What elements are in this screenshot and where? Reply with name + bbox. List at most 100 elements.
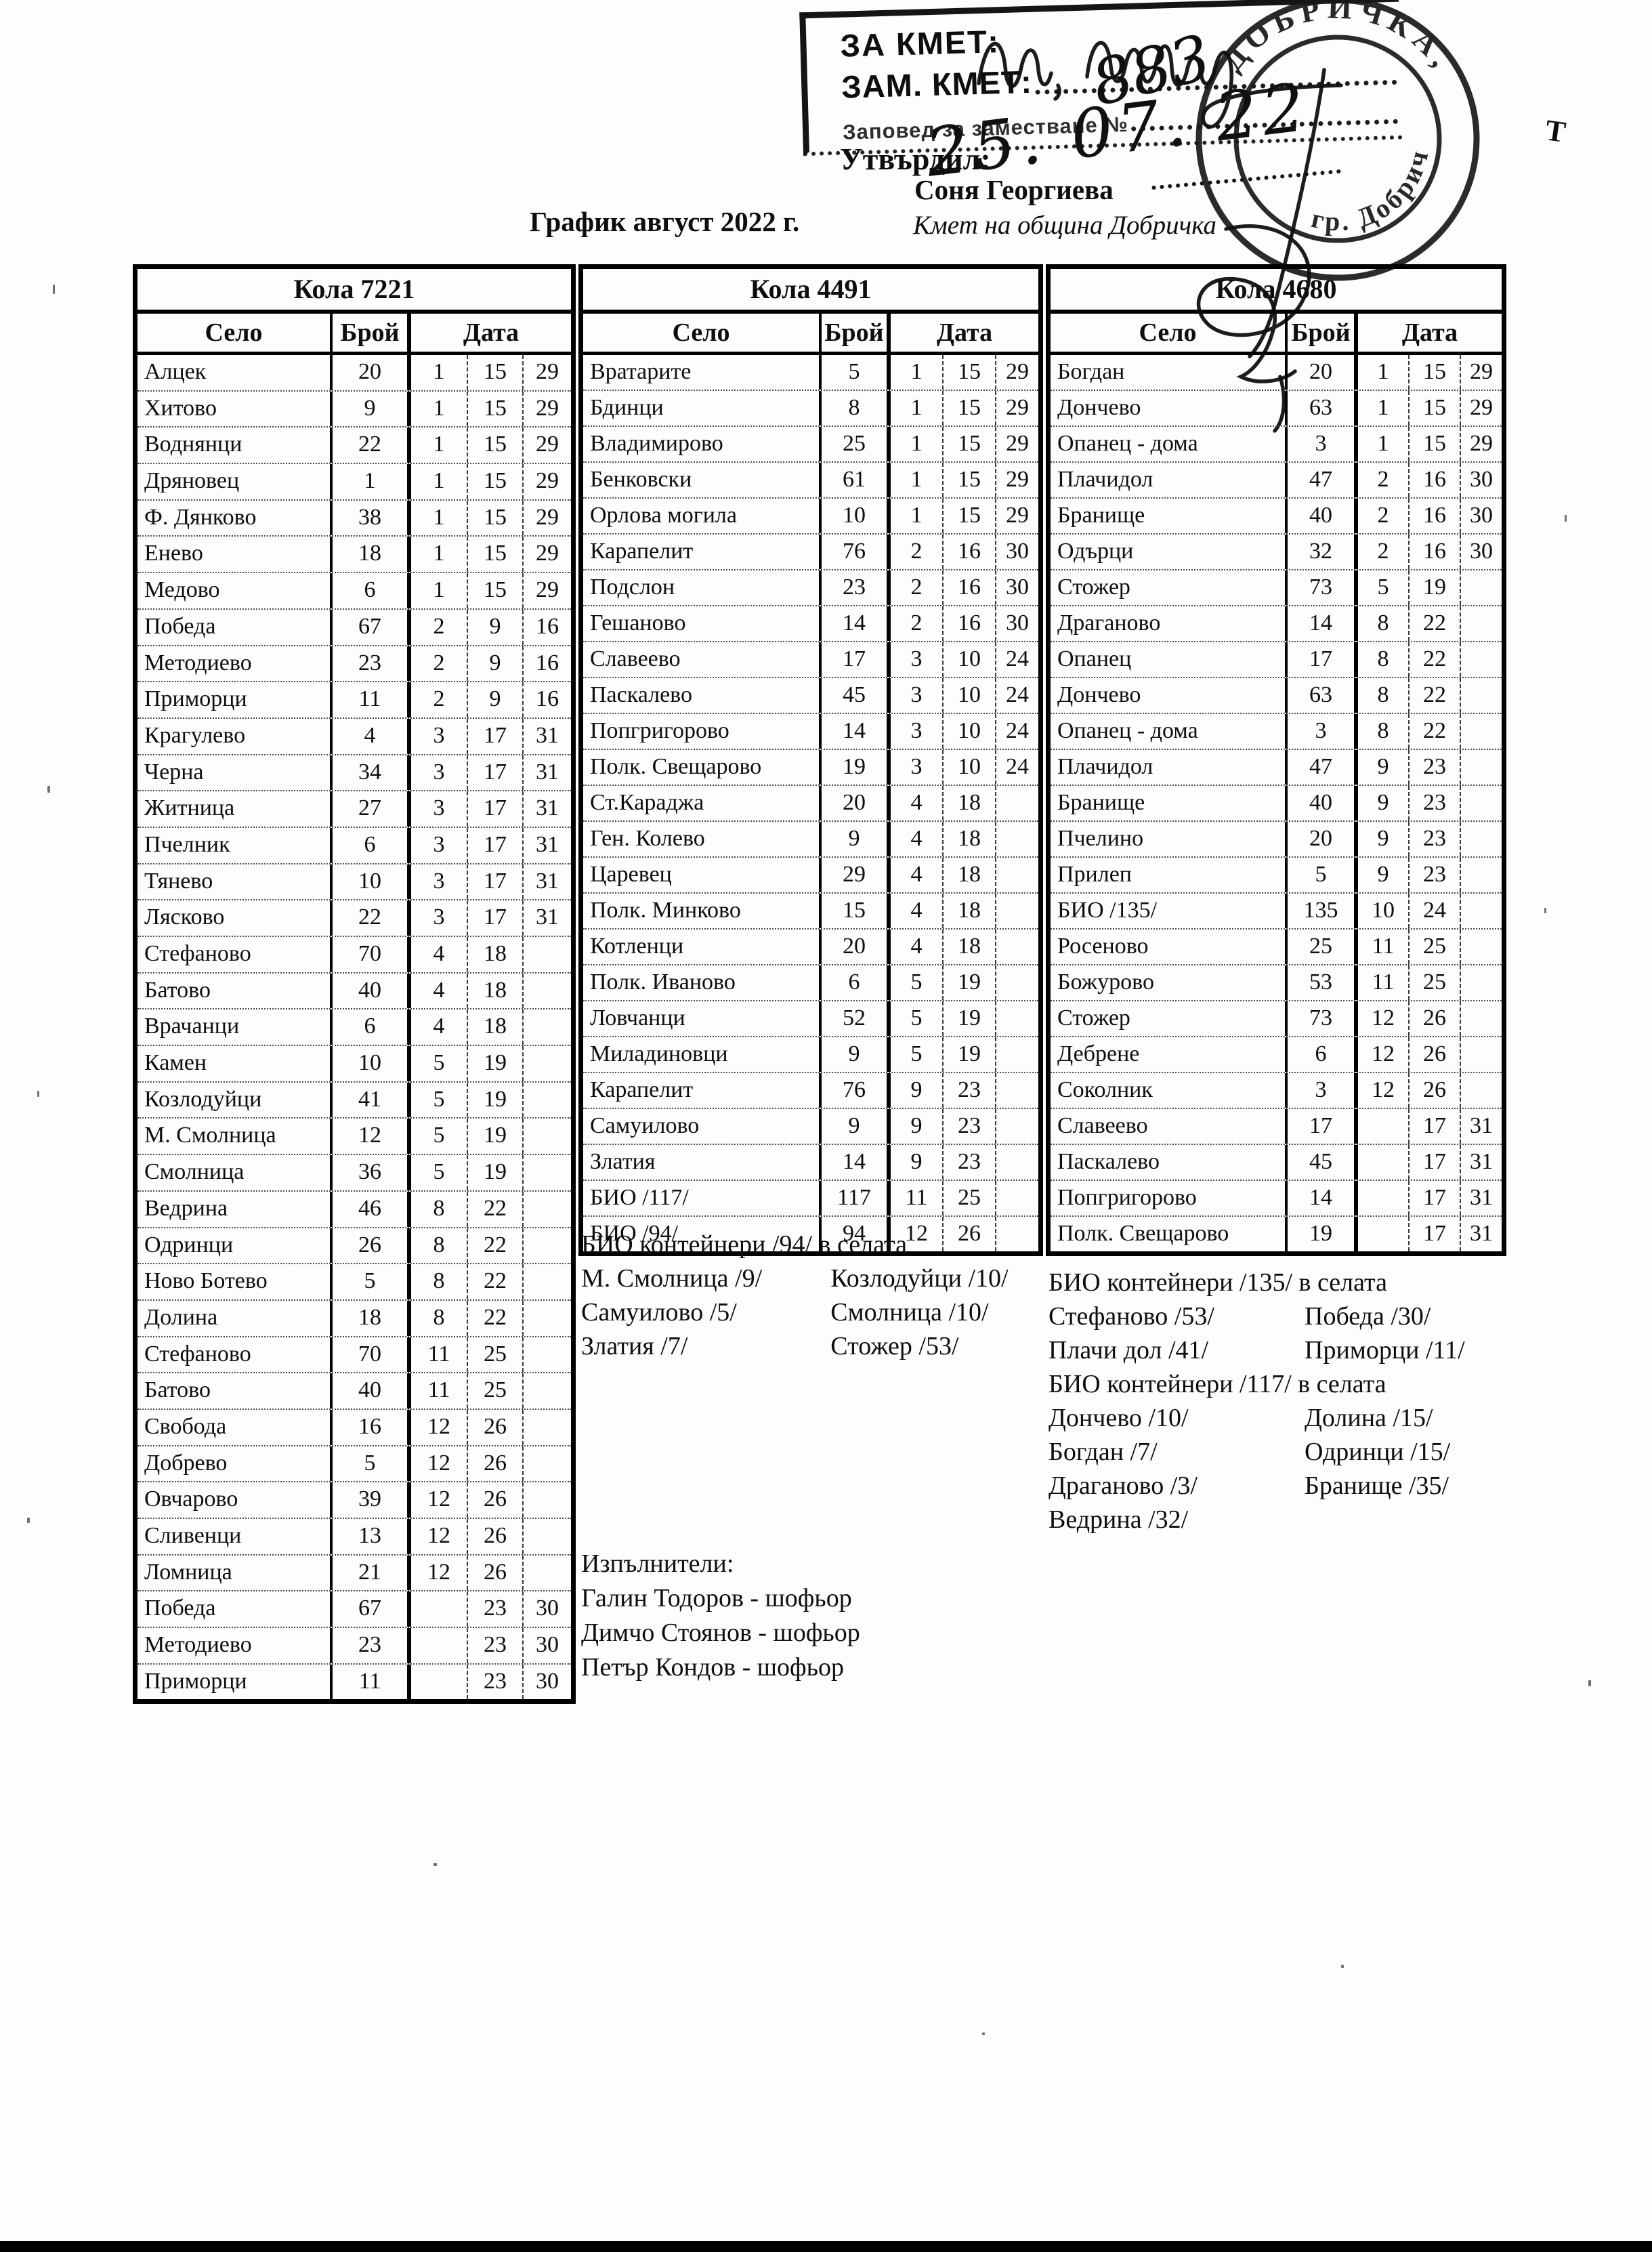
date-cell-1: 2	[910, 539, 923, 564]
count-cell: 40	[1288, 499, 1358, 533]
note-pair-row: Ведрина /32/	[1049, 1503, 1523, 1537]
date-cell-3: 16	[522, 646, 571, 682]
scan-noise	[27, 1518, 30, 1523]
date-cell-3: 31	[1460, 1181, 1502, 1215]
date-cell-1: 3	[910, 646, 923, 671]
seal-arc-text-bottom: гр. Добрич	[1309, 146, 1432, 237]
village-cell: Батово	[137, 973, 333, 1009]
column-header-count: Брой	[333, 314, 411, 352]
count-cell: 20	[333, 355, 411, 390]
note-item	[1305, 1503, 1523, 1537]
count-cell: 5	[333, 1446, 411, 1482]
date-cell-3: 29	[995, 427, 1038, 461]
note-item: Победа /30/	[1305, 1302, 1431, 1331]
count-cell: 25	[822, 427, 891, 461]
village-cell: Драганово	[1051, 606, 1288, 641]
date-cell-3: 29	[1460, 391, 1502, 425]
stamp-line-substitution-order: Заповед за заместване №	[842, 112, 1129, 144]
date-cell-2: 10	[942, 750, 995, 785]
village-cell: Ген. Колево	[583, 822, 822, 856]
table-row: Владимирово 25 1 15 29	[583, 425, 1038, 461]
date-cell-2: 23	[1408, 858, 1460, 892]
village-cell: Врачанци	[137, 1009, 333, 1045]
executor-name-text: Галин Тодоров - шофьор	[581, 1584, 852, 1612]
date-cell-3: 24	[995, 678, 1038, 713]
date-cell-1: 11	[905, 1185, 928, 1210]
note-item: Дончево /10/	[1049, 1404, 1189, 1432]
count-cell: 76	[822, 535, 891, 569]
village-cell: Тянево	[137, 864, 333, 900]
date-cell-3	[1460, 750, 1502, 785]
count-cell: 9	[333, 391, 411, 427]
count-cell: 14	[1288, 1181, 1358, 1215]
date-cell-2: 26	[467, 1409, 522, 1445]
village-cell: Прилеп	[1051, 858, 1288, 892]
approver-name: Соня Георгиева	[914, 174, 1114, 205]
count-cell: 5	[333, 1264, 411, 1299]
village-cell: Попгригорово	[583, 714, 822, 749]
date-cell-1	[1358, 1145, 1408, 1180]
date-cell-3	[995, 858, 1038, 892]
date-cell-3	[995, 1037, 1038, 1072]
schedule-table-car-7221: Кола 7221 Село Брой Дата Алцек 20 1 15 2…	[133, 264, 576, 1705]
table-row: Карапелит 76 9 23	[583, 1072, 1038, 1108]
date-cell-1: 1	[433, 359, 445, 384]
date-cell-3	[522, 1228, 571, 1264]
table-body: Богдан 20 1 15 29 Дончево 63 1 15 29 Опа…	[1051, 355, 1502, 1251]
count-cell: 14	[822, 714, 891, 749]
count-cell: 6	[333, 573, 411, 608]
bio-containers-note-94: БИО контейнери /94/ в селата М. Смолница…	[581, 1228, 1043, 1363]
note-pair-row: Дончево /10/ Долина /15/	[1049, 1401, 1523, 1435]
date-cell-3	[1460, 786, 1502, 820]
executor-name-text: Димчо Стоянов - шофьор	[581, 1619, 860, 1647]
village-cell: Бранище	[1051, 499, 1288, 533]
scan-noise	[433, 1863, 437, 1866]
village-cell: Смолница	[137, 1155, 333, 1190]
date-cell-2: 18	[942, 822, 995, 856]
date-cell-1: 9	[910, 1077, 923, 1102]
date-cell-2: 23	[1408, 786, 1460, 820]
date-cell-3: 30	[522, 1591, 571, 1627]
date-cell-2: 22	[1408, 642, 1460, 677]
date-cell-3: 29	[522, 355, 571, 390]
table-row: Опанец 17 8 22	[1051, 641, 1502, 677]
table-row: Черна 34 3 17 31	[137, 753, 571, 791]
table-row: Дончево 63 8 22	[1051, 677, 1502, 713]
count-cell: 10	[822, 499, 891, 533]
date-cell-2: 23	[942, 1073, 995, 1108]
date-cell-3: 30	[522, 1664, 571, 1700]
table-row: Ведрина 46 8 22	[137, 1190, 571, 1227]
date-cell-2: 23	[1408, 822, 1460, 856]
count-cell: 40	[333, 973, 411, 1009]
date-cell-2: 23	[467, 1664, 522, 1700]
date-cell-1: 1	[910, 395, 923, 420]
table-body: Алцек 20 1 15 29 Хитово 9 1 15 29 Воднян…	[137, 355, 571, 1700]
village-cell: Паскалево	[583, 678, 822, 713]
date-cell-3: 30	[522, 1628, 571, 1663]
count-cell: 6	[1288, 1037, 1358, 1072]
date-cell-3: 30	[1460, 535, 1502, 569]
date-cell-1: 1	[433, 504, 445, 530]
village-cell: Ново Ботево	[137, 1264, 333, 1299]
village-cell: М. Смолница	[137, 1119, 333, 1154]
date-cell-3: 31	[1460, 1109, 1502, 1144]
village-cell: Подслон	[583, 570, 822, 605]
date-cell-3	[522, 1446, 571, 1482]
count-cell: 11	[333, 1664, 411, 1700]
count-cell: 61	[822, 463, 891, 497]
count-cell: 41	[333, 1082, 411, 1118]
table-row: Бдинци 8 1 15 29	[583, 390, 1038, 425]
date-cell-1	[411, 1665, 467, 1700]
village-cell: Миладиновци	[583, 1037, 822, 1072]
date-cell-2: 15	[467, 573, 522, 608]
date-cell-2: 15	[942, 427, 995, 461]
village-cell: Опанец - дома	[1051, 427, 1288, 461]
count-cell: 38	[333, 500, 411, 536]
table-row: Миладиновци 9 5 19	[583, 1036, 1038, 1072]
date-cell-2: 18	[467, 1009, 522, 1045]
date-cell-2: 19	[1408, 570, 1460, 605]
date-cell-1	[411, 1628, 467, 1663]
village-cell: Славеево	[1051, 1109, 1288, 1144]
date-cell-1: 12	[427, 1486, 450, 1512]
date-cell-1: 1	[433, 395, 445, 421]
